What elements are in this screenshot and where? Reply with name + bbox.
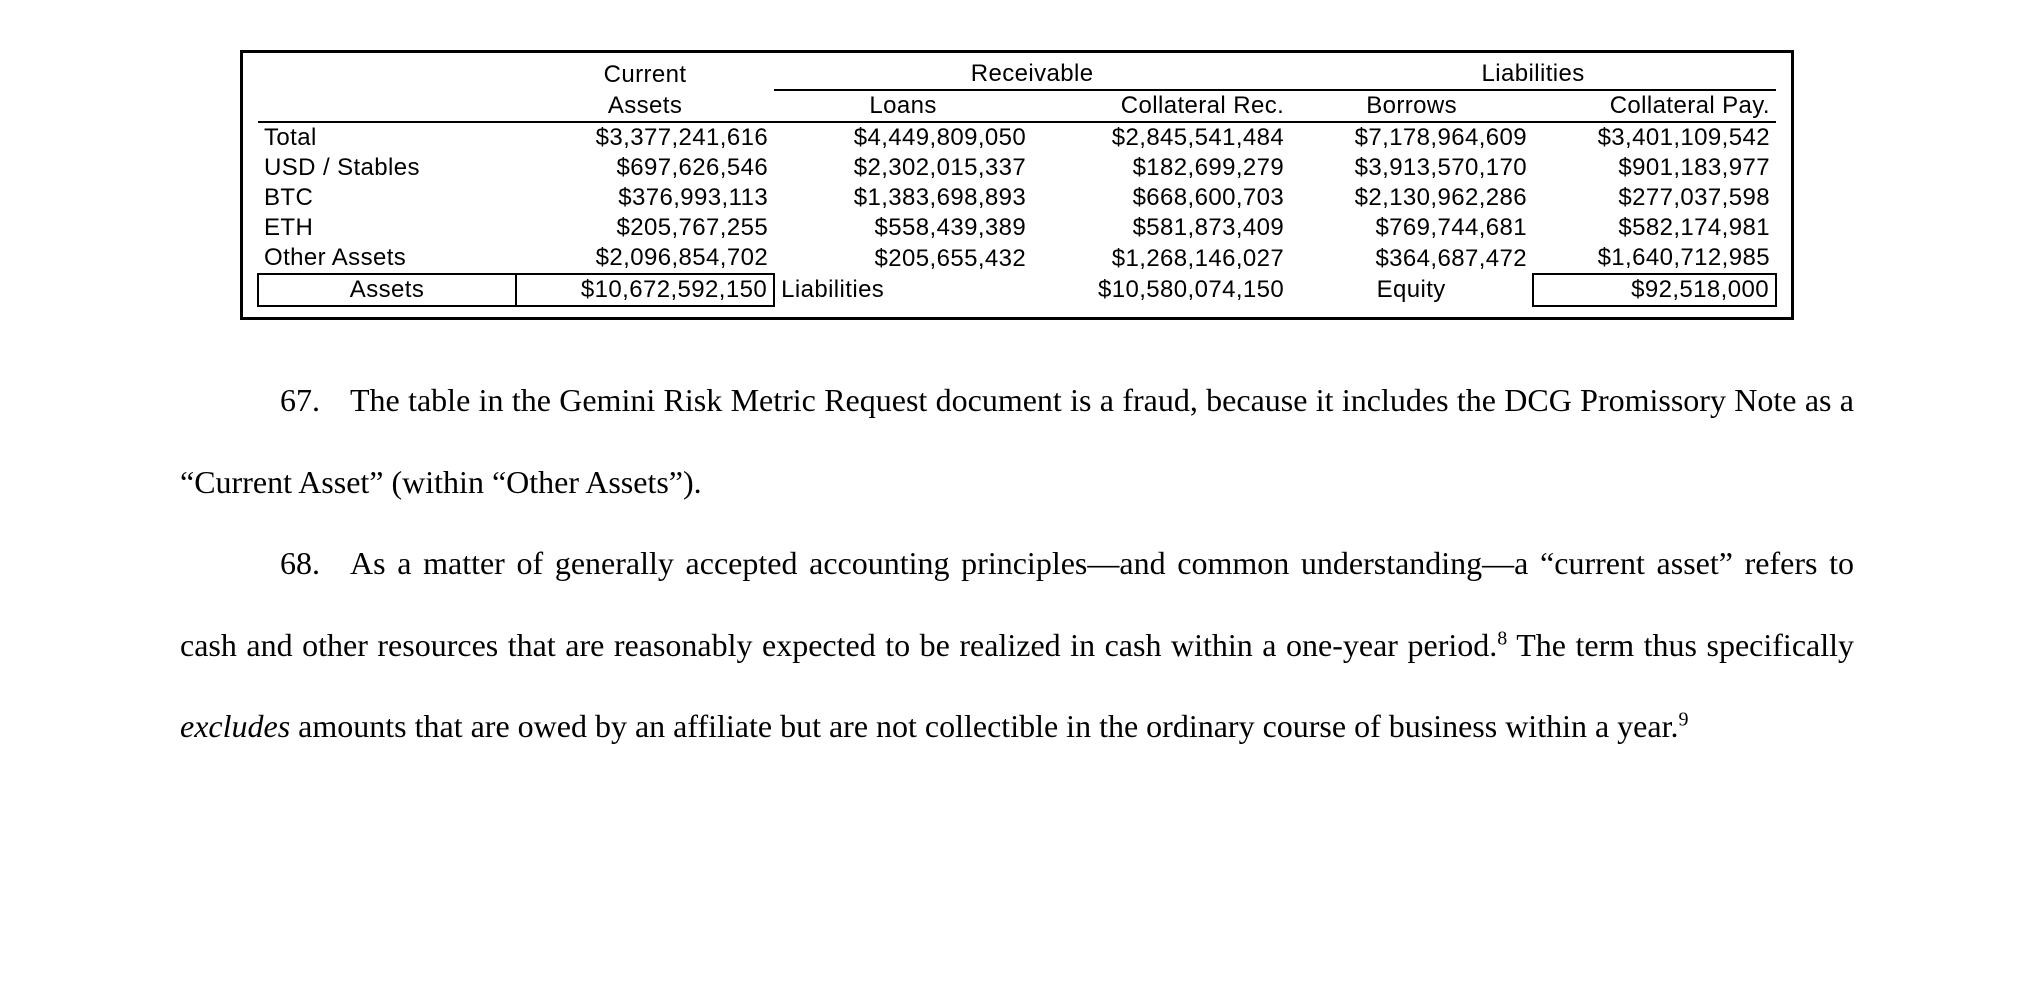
cell-value: $1,640,712,985 [1533, 243, 1776, 274]
cell-value: $7,178,964,609 [1290, 122, 1533, 153]
cell-value: $205,655,432 [774, 243, 1032, 274]
table-row: ETH $205,767,255 $558,439,389 $581,873,4… [258, 213, 1776, 243]
footnote-ref-8: 8 [1497, 627, 1507, 649]
summary-liabilities-value: $10,580,074,150 [1032, 274, 1290, 306]
cell-value: $769,744,681 [1290, 213, 1533, 243]
summary-equity-label: Equity [1290, 274, 1533, 306]
paragraph-text: The table in the Gemini Risk Metric Requ… [180, 382, 1854, 500]
table-row: BTC $376,993,113 $1,383,698,893 $668,600… [258, 183, 1776, 213]
cell-value: $668,600,703 [1032, 183, 1290, 213]
cell-value: $3,401,109,542 [1533, 122, 1776, 153]
paragraph-number: 68. [280, 523, 320, 605]
row-label: ETH [258, 213, 516, 243]
paragraph-number: 67. [280, 360, 320, 442]
row-label: USD / Stables [258, 153, 516, 183]
summary-liabilities-label: Liabilities [774, 274, 1032, 306]
table-row: Other Assets $2,096,854,702 $205,655,432… [258, 243, 1776, 274]
cell-value: $697,626,546 [516, 153, 774, 183]
table-row: USD / Stables $697,626,546 $2,302,015,33… [258, 153, 1776, 183]
subheader-loans: Loans [774, 90, 1032, 122]
row-label: BTC [258, 183, 516, 213]
table-header-row-1: Current Receivable Liabilities [258, 59, 1776, 90]
subheader-collateral-rec: Collateral Rec. [1032, 90, 1290, 122]
cell-value: $376,993,113 [516, 183, 774, 213]
row-label: Total [258, 122, 516, 153]
cell-value: $2,130,962,286 [1290, 183, 1533, 213]
cell-value: $2,845,541,484 [1032, 122, 1290, 153]
paragraph-68: 68.As a matter of generally accepted acc… [180, 523, 1854, 768]
cell-value: $558,439,389 [774, 213, 1032, 243]
cell-value: $3,377,241,616 [516, 122, 774, 153]
cell-value: $182,699,279 [1032, 153, 1290, 183]
body-text: 67.The table in the Gemini Risk Metric R… [180, 360, 1854, 768]
summary-equity-value: $92,518,000 [1533, 274, 1776, 306]
document-page: Current Receivable Liabilities Assets Lo… [0, 0, 2034, 998]
subheader-assets: Assets [516, 90, 774, 122]
cell-value: $1,383,698,893 [774, 183, 1032, 213]
financial-table-container: Current Receivable Liabilities Assets Lo… [240, 50, 1794, 320]
cell-value: $2,096,854,702 [516, 243, 774, 274]
header-current: Current [516, 59, 774, 90]
summary-assets-label: Assets [258, 274, 516, 306]
row-label: Other Assets [258, 243, 516, 274]
summary-row: Assets $10,672,592,150 Liabilities $10,5… [258, 274, 1776, 306]
cell-value: $901,183,977 [1533, 153, 1776, 183]
cell-value: $277,037,598 [1533, 183, 1776, 213]
paragraph-text: The term thus specifically [1507, 627, 1854, 663]
subheader-collateral-pay: Collateral Pay. [1533, 90, 1776, 122]
table-row: Total $3,377,241,616 $4,449,809,050 $2,8… [258, 122, 1776, 153]
cell-value: $364,687,472 [1290, 243, 1533, 274]
cell-value: $3,913,570,170 [1290, 153, 1533, 183]
paragraph-text: amounts that are owed by an affiliate bu… [290, 708, 1678, 744]
footnote-ref-9: 9 [1678, 709, 1688, 731]
cell-value: $4,449,809,050 [774, 122, 1032, 153]
paragraph-67: 67.The table in the Gemini Risk Metric R… [180, 360, 1854, 523]
subheader-borrows: Borrows [1290, 90, 1533, 122]
financial-table: Current Receivable Liabilities Assets Lo… [257, 59, 1777, 307]
cell-value: $205,767,255 [516, 213, 774, 243]
table-header-row-2: Assets Loans Collateral Rec. Borrows Col… [258, 90, 1776, 122]
cell-value: $2,302,015,337 [774, 153, 1032, 183]
emphasized-text: excludes [180, 708, 290, 744]
header-receivable: Receivable [774, 59, 1290, 90]
cell-value: $1,268,146,027 [1032, 243, 1290, 274]
header-liabilities: Liabilities [1290, 59, 1776, 90]
summary-assets-value: $10,672,592,150 [516, 274, 774, 306]
cell-value: $581,873,409 [1032, 213, 1290, 243]
cell-value: $582,174,981 [1533, 213, 1776, 243]
